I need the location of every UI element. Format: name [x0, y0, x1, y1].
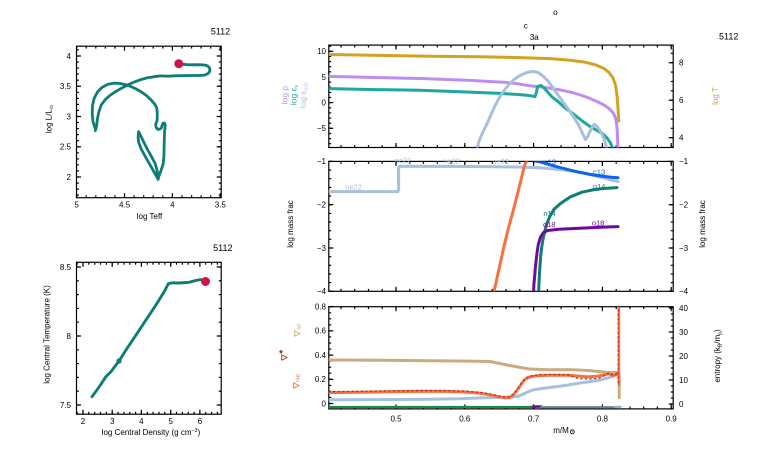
svg-text:log mass frac: log mass frac — [286, 200, 295, 248]
svg-text:ad: ad — [297, 324, 303, 330]
svg-text:−2: −2 — [317, 201, 327, 210]
svg-text:−4: −4 — [317, 287, 327, 296]
svg-text:−3: −3 — [679, 244, 689, 253]
svg-text:−1: −1 — [679, 157, 689, 166]
svg-text:n14: n14 — [593, 182, 606, 191]
svg-text:8: 8 — [67, 332, 72, 341]
svg-text:2.5: 2.5 — [60, 143, 72, 152]
svg-text:3: 3 — [110, 417, 115, 426]
svg-text:4: 4 — [67, 52, 72, 61]
svg-text:10: 10 — [317, 47, 326, 56]
svg-text:0.4: 0.4 — [315, 351, 327, 360]
svg-text:0.8: 0.8 — [315, 303, 327, 312]
svg-text:0.5: 0.5 — [390, 415, 402, 424]
svg-text:10: 10 — [679, 376, 688, 385]
svg-text:−4: −4 — [679, 287, 689, 296]
svg-text:log Central Density (g cm–3): log Central Density (g cm–3) — [102, 428, 201, 437]
svg-text:o: o — [553, 8, 558, 17]
svg-text:log Teff: log Teff — [137, 212, 163, 221]
svg-text:−3: −3 — [317, 244, 327, 253]
svg-text:2: 2 — [67, 173, 72, 182]
svg-text:5: 5 — [74, 201, 79, 210]
svg-text:log ρ: log ρ — [280, 86, 290, 105]
svg-text:ne22: ne22 — [492, 157, 509, 166]
svg-text:8: 8 — [679, 59, 684, 68]
svg-text:7.5: 7.5 — [60, 401, 72, 410]
svg-text:0: 0 — [322, 98, 327, 107]
svg-text:0.6: 0.6 — [315, 327, 327, 336]
svg-text:4.5: 4.5 — [119, 201, 131, 210]
svg-text:0.9: 0.9 — [666, 415, 678, 424]
svg-text:log mass frac: log mass frac — [698, 200, 707, 248]
svg-text:4: 4 — [139, 417, 144, 426]
svg-text:entropy (kB/mp): entropy (kB/mp) — [713, 329, 724, 383]
svg-text:log Central Temperature (K): log Central Temperature (K) — [43, 285, 52, 384]
svg-text:log T: log T — [711, 87, 720, 105]
svg-text:ne22: ne22 — [394, 156, 411, 165]
svg-text:5: 5 — [322, 73, 327, 82]
svg-text:0.8: 0.8 — [597, 415, 609, 424]
svg-text:5112: 5112 — [719, 31, 738, 41]
svg-text:6: 6 — [679, 96, 684, 105]
svg-text:5112: 5112 — [213, 243, 232, 253]
svg-text:0: 0 — [322, 399, 327, 408]
svg-text:3.5: 3.5 — [60, 82, 72, 91]
svg-text:−2: −2 — [679, 201, 689, 210]
svg-text:30: 30 — [679, 328, 688, 337]
svg-text:log εnuc: log εnuc — [298, 82, 310, 109]
svg-text:3a: 3a — [530, 33, 539, 42]
svg-text:3.5: 3.5 — [215, 201, 227, 210]
svg-text:rad: rad — [296, 374, 302, 382]
svg-text:5112: 5112 — [211, 27, 230, 37]
svg-text:0.2: 0.2 — [315, 375, 327, 384]
svg-text:5: 5 — [168, 417, 173, 426]
svg-text:m/M: m/M — [553, 426, 569, 435]
svg-text:ne22: ne22 — [345, 182, 362, 191]
svg-text:log εν: log εν — [289, 85, 301, 106]
svg-text:o18: o18 — [592, 219, 605, 228]
svg-text:40: 40 — [679, 304, 688, 313]
svg-text:−1: −1 — [317, 157, 327, 166]
svg-text:−5: −5 — [317, 124, 327, 133]
svg-text:20: 20 — [679, 352, 688, 361]
svg-text:0.7: 0.7 — [528, 415, 540, 424]
svg-text:0: 0 — [679, 400, 684, 409]
svg-text:4: 4 — [170, 201, 175, 210]
svg-text:0.6: 0.6 — [459, 415, 471, 424]
svg-text:8.5: 8.5 — [60, 263, 72, 272]
svg-text:log L/L⊙: log L/L⊙ — [45, 105, 56, 133]
svg-text:✱: ✱ — [278, 349, 285, 354]
svg-text:2: 2 — [81, 417, 86, 426]
svg-text:6: 6 — [198, 417, 203, 426]
svg-text:n14: n14 — [543, 209, 556, 218]
svg-text:4: 4 — [679, 134, 684, 143]
svg-text:c: c — [524, 22, 528, 31]
svg-text:c13: c13 — [544, 157, 556, 166]
svg-text:ne22: ne22 — [443, 157, 460, 166]
svg-text:o18: o18 — [543, 220, 556, 229]
svg-text:3: 3 — [67, 112, 72, 121]
svg-text:c13: c13 — [593, 168, 605, 177]
